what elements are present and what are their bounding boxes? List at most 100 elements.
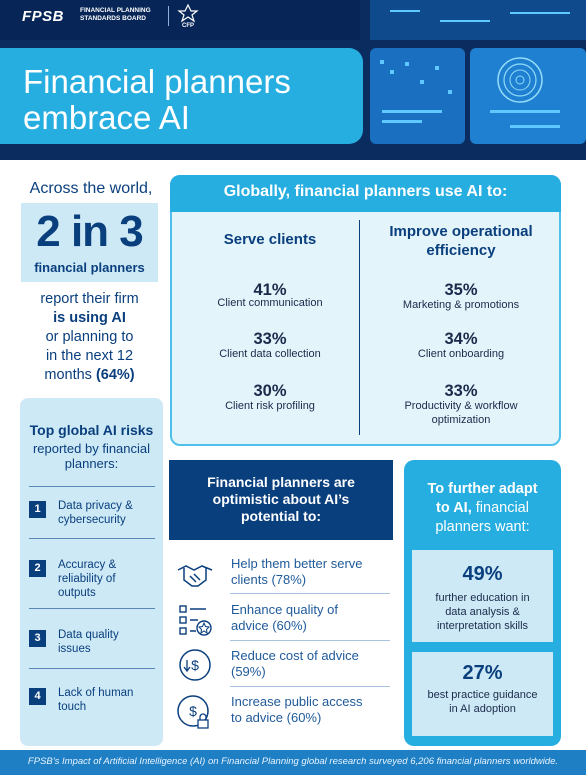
stat-label: Productivity & workflow optimization [362, 399, 560, 427]
report-line5: months [44, 367, 92, 383]
risk-text-line: touch [58, 701, 87, 713]
risk-divider [29, 538, 155, 539]
risk-number: 1 [29, 501, 46, 518]
footer-text: FPSB’s Impact of Artificial Intelligence… [27, 756, 559, 767]
stat-label: Marketing & promotions [402, 299, 520, 311]
tech-image [360, 0, 586, 160]
optimistic-header [169, 460, 393, 540]
risk-text-line: cybersecurity [58, 514, 126, 526]
serve-clients-title: Serve clients [223, 231, 317, 248]
risk-number: 3 [29, 630, 46, 647]
optimistic-text-line: Increase public access [231, 694, 363, 709]
risk-text: Data privacy & cybersecurity [58, 499, 158, 527]
stat-subtitle: financial planners [34, 260, 145, 275]
stat-box: 2 in 3 financial planners [21, 203, 158, 282]
adapt-title-line2-rest: financial [471, 500, 529, 516]
optimistic-title: Financial planners are optimistic about … [169, 474, 393, 525]
stat-label: Client communication [217, 297, 323, 309]
stat-big: 2 in 3 [36, 207, 144, 256]
optimistic-title-line2: optimistic about AI’s [212, 491, 350, 507]
risk-text: Accuracy & reliability of outputs [58, 558, 158, 600]
report-line2: is using AI [53, 310, 126, 326]
report-pct: (64%) [95, 367, 135, 383]
risk-text-line: Lack of human [58, 687, 134, 699]
optimistic-text-line: Help them better serve [231, 556, 363, 571]
fpsb-logo-subtext: FINANCIAL PLANNING STANDARDS BOARD [80, 7, 151, 22]
report-text: report their firm is using AI or plannin… [22, 290, 157, 385]
risks-title: Top global AI risks [29, 422, 154, 438]
adapt-card-label-line: data analysis & [445, 606, 520, 618]
adapt-card: 27% best practice guidance in AI adoptio… [412, 652, 553, 736]
optimistic-title-line3: potential to: [240, 508, 322, 524]
optimistic-text: Help them better serve clients (78%) [231, 556, 391, 588]
adapt-card-percent: 49% [462, 563, 503, 585]
cfp-logo: CFP [177, 3, 199, 29]
efficiency-title: Improve operational efficiency [362, 222, 560, 260]
across-text: Across the world, [29, 180, 153, 197]
title-panel [0, 48, 363, 144]
optimistic-text-line: (59%) [231, 664, 266, 679]
risks-subtitle-line1: reported by financial [32, 441, 151, 456]
svg-text:$: $ [191, 657, 199, 673]
efficiency-title-line1: Improve operational [389, 223, 533, 240]
stat-label: Client data collection [219, 348, 321, 360]
optimistic-text-line: to advice (60%) [231, 710, 322, 725]
risk-text: Data quality issues [58, 628, 158, 656]
stat-percent: 30% [253, 382, 287, 400]
header-banner: FPSB FINANCIAL PLANNING STANDARDS BOARD … [0, 0, 586, 160]
cfp-logo-text: CFP [182, 23, 194, 29]
dollar-down-icon: $ [179, 649, 211, 681]
lock-dollar-icon: $ [177, 695, 209, 729]
svg-text:$: $ [189, 703, 197, 719]
report-line3: or planning to [45, 329, 134, 345]
adapt-card-label: further education in data analysis & int… [412, 591, 553, 633]
risk-divider [29, 608, 155, 609]
adapt-card-label-line: interpretation skills [436, 620, 529, 632]
globally-header [170, 175, 561, 212]
adapt-title-line1: To further adapt [427, 481, 538, 497]
optimistic-text: Increase public access to advice (60%) [231, 694, 391, 726]
logo-divider [168, 6, 169, 26]
handshake-icon [177, 565, 213, 587]
adapt-title-line3: planners want: [435, 519, 530, 535]
globally-panel [170, 175, 561, 446]
optimistic-text-line: Enhance quality of [231, 602, 338, 617]
adapt-card-percent: 27% [462, 662, 503, 684]
adapt-card-label-line: best practice guidance [427, 689, 538, 701]
stat-percent: 33% [253, 330, 287, 348]
page-title-line2: embrace AI [23, 99, 190, 136]
optimistic-divider [230, 686, 390, 687]
stat-percent: 41% [253, 281, 287, 299]
optimistic-text: Enhance quality of advice (60%) [231, 602, 391, 634]
adapt-title-line2-bold: to AI, [436, 500, 472, 516]
risk-text-line: issues [58, 643, 91, 655]
stat-label: Client risk profiling [225, 400, 315, 412]
risk-text-line: Data privacy & [58, 500, 133, 512]
efficiency-title-line2: efficiency [426, 242, 496, 259]
adapt-card-label-line: further education in [435, 592, 530, 604]
risk-number: 4 [29, 688, 46, 705]
stat-percent: 35% [444, 281, 478, 299]
risk-text: Lack of human touch [58, 686, 158, 714]
stat-label-line2: optimization [431, 414, 491, 426]
report-line1: report their firm [40, 291, 139, 307]
stat-percent: 33% [444, 382, 478, 400]
optimistic-title-line1: Financial planners are [207, 474, 355, 490]
adapt-card-label-line: in AI adoption [449, 703, 516, 715]
stat-label: Client onboarding [417, 348, 505, 360]
risks-subtitle-line2: planners: [64, 456, 119, 471]
stat-label-line1: Productivity & workflow [404, 400, 518, 412]
adapt-card-label: best practice guidance in AI adoption [412, 688, 553, 716]
optimistic-divider [230, 593, 390, 594]
optimistic-text: Reduce cost of advice (59%) [231, 648, 391, 680]
risks-panel: Top global AI risks reported by financia… [20, 398, 163, 746]
risks-subtitle: reported by financial planners: [20, 441, 163, 471]
risk-text-line: Accuracy & [58, 559, 117, 571]
risk-number: 2 [29, 560, 46, 577]
adapt-card: 49% further education in data analysis &… [412, 550, 553, 642]
optimistic-text-line: clients (78%) [231, 572, 307, 587]
footer-bar [0, 750, 586, 775]
page-title-line1: Financial planners [23, 63, 291, 100]
optimistic-divider [230, 640, 390, 641]
adapt-title: To further adapt to AI, financial planne… [404, 480, 561, 537]
